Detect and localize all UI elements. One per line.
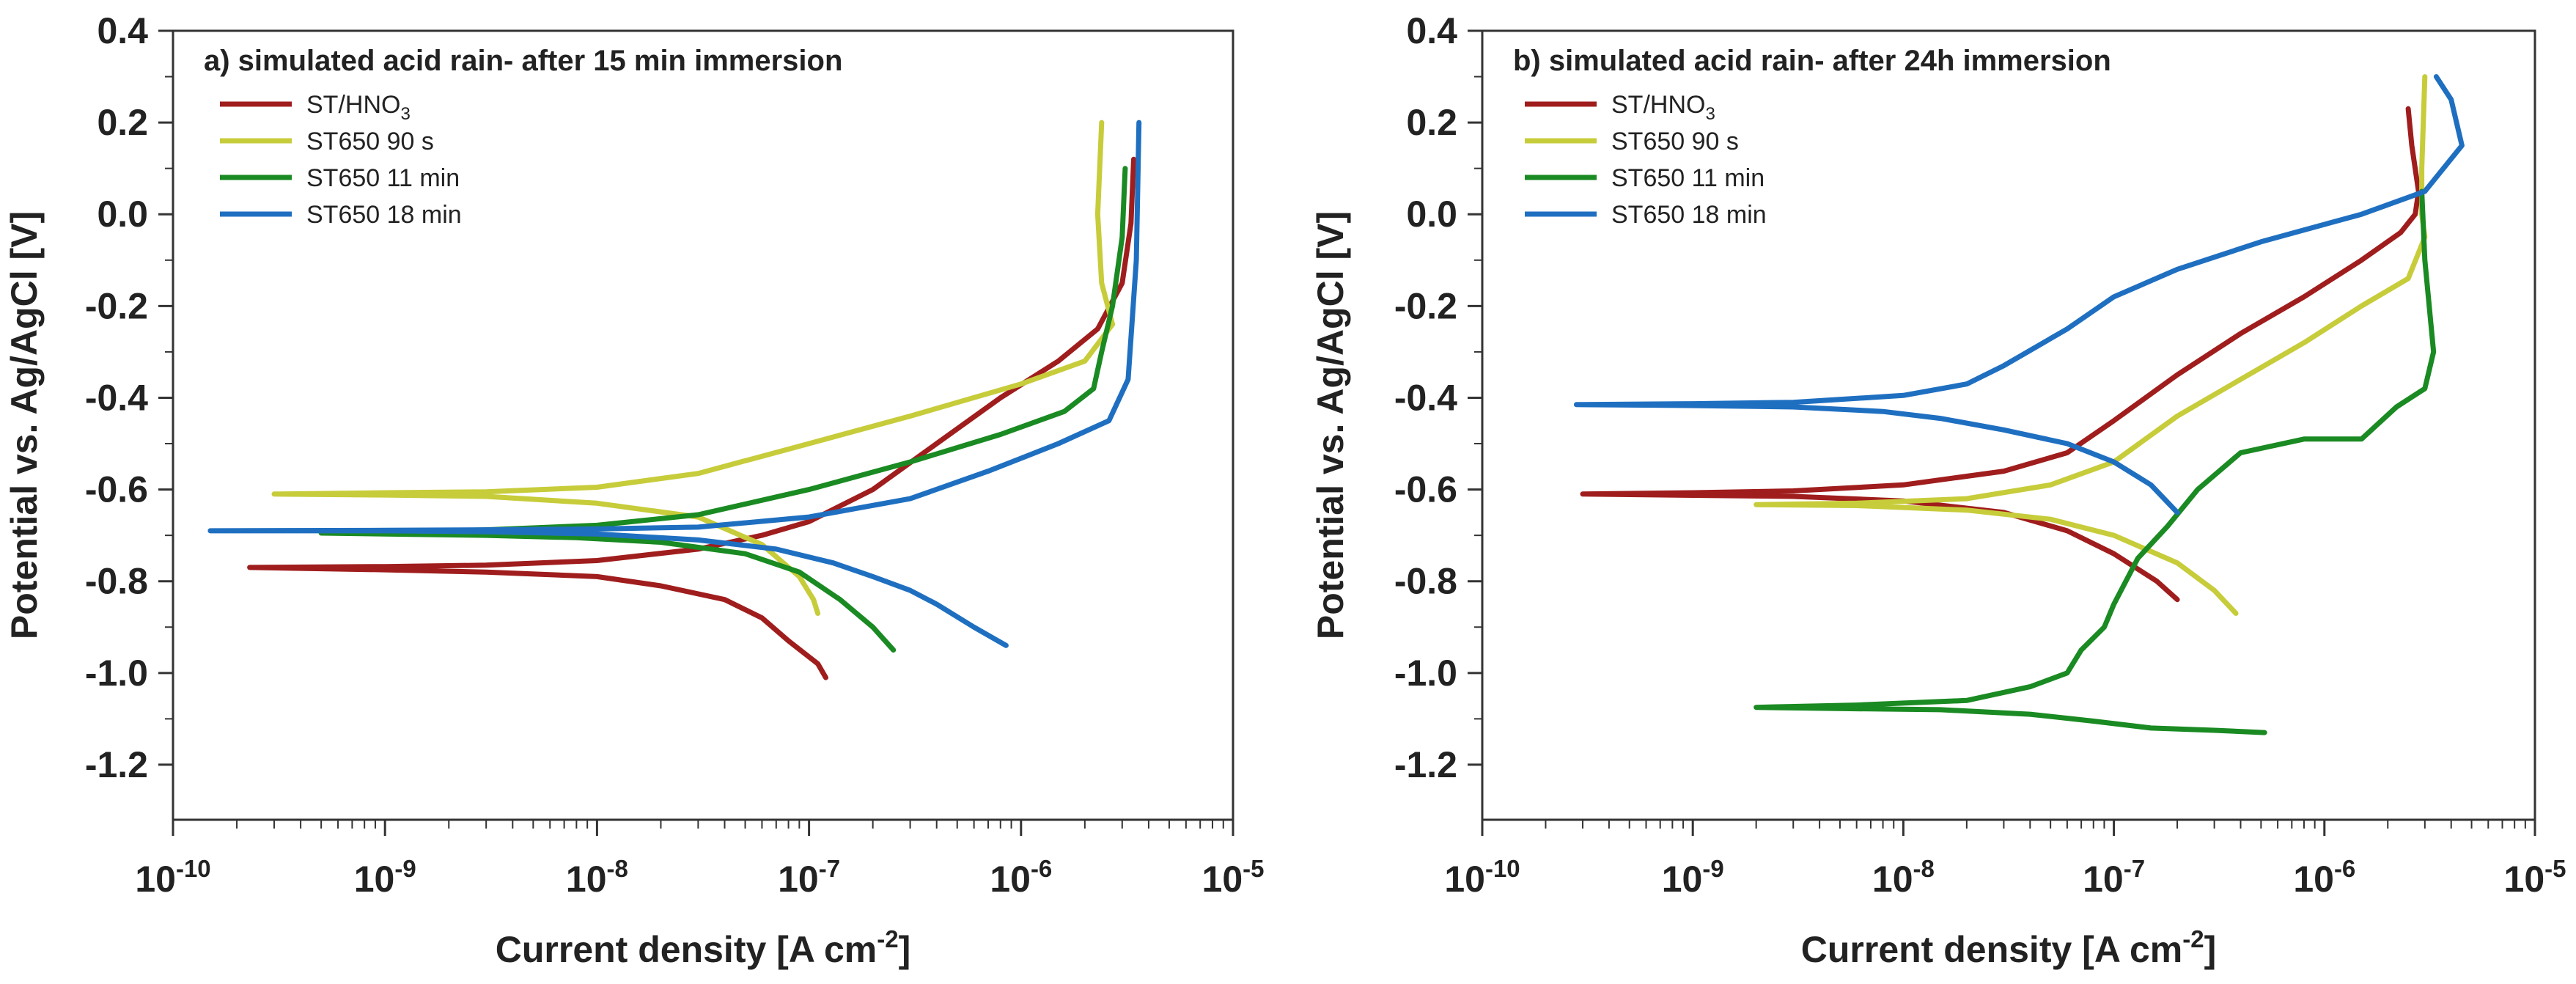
legend-label: ST650 11 min: [1611, 164, 1764, 192]
series-line-2: [1753, 74, 2428, 616]
panel-title: a) simulated acid rain- after 15 min imm…: [204, 45, 842, 77]
y-tick-label: -0.4: [1394, 377, 1457, 418]
x-axis-title: Current density [A cm-2]: [1801, 925, 2216, 970]
y-tick-label: 0.4: [97, 10, 148, 51]
legend-label: ST/HNO3: [1611, 91, 1715, 124]
x-axis-title: Current density [A cm-2]: [496, 925, 910, 970]
y-tick-label: 0.0: [97, 194, 148, 235]
legend-label: ST650 18 min: [306, 201, 462, 229]
legend-label: ST/HNO3: [306, 91, 411, 124]
x-tick-label: 10-9: [1662, 855, 1724, 900]
x-tick-label: 10-10: [135, 855, 210, 900]
legend-label: ST650 90 s: [1611, 128, 1739, 155]
series-line-1: [247, 156, 1136, 680]
x-tick-label: 10-6: [990, 855, 1052, 900]
legend-label: ST650 18 min: [1611, 201, 1767, 229]
y-tick-label: -0.4: [85, 377, 148, 418]
x-tick-label: 10-5: [1202, 855, 1265, 900]
x-tick-label: 10-5: [2504, 855, 2566, 900]
legend-label: ST650 11 min: [306, 164, 460, 192]
y-tick-label: -0.6: [85, 469, 148, 510]
y-tick-label: -0.6: [1394, 469, 1457, 510]
y-tick-label: 0.2: [1406, 102, 1457, 143]
y-axis-title: Potential vs. Ag/AgCl [V]: [4, 211, 45, 639]
x-tick-label: 10-9: [354, 855, 416, 900]
y-axis-title: Potential vs. Ag/AgCl [V]: [1310, 211, 1351, 639]
series-line-3: [318, 166, 1128, 653]
y-tick-label: -0.8: [1394, 561, 1457, 602]
series-line-3: [1753, 188, 2437, 735]
y-tick-label: 0.2: [97, 102, 148, 143]
panel-b: 10-10 10-9 10-8 10-7 10-6 10-5 0.4 0.2 0.0 -0.2 -0…: [1310, 10, 2566, 970]
y-tick-label: -1.0: [1394, 653, 1457, 694]
x-tick-label: 10-10: [1444, 855, 1520, 900]
y-tick-label: -0.2: [85, 285, 148, 326]
y-tick-label: -0.8: [85, 561, 148, 602]
panel-a: 10-10 10-9 10-8 10-7 10-6 10-5 0.4 0.2 0.0 -0.2 -0…: [4, 10, 1264, 970]
series-line-4: [1573, 74, 2465, 515]
y-tick-label: 0.4: [1406, 10, 1457, 51]
series-line-4: [207, 120, 1142, 648]
panel-title: b) simulated acid rain- after 24h immers…: [1513, 45, 2111, 77]
x-tick-label: 10-7: [778, 855, 840, 900]
x-tick-label: 10-6: [2293, 855, 2355, 900]
y-tick-label: -1.2: [85, 744, 148, 785]
legend-label: ST650 90 s: [306, 128, 434, 155]
y-tick-label: 0.0: [1406, 194, 1457, 235]
y-tick-label: -0.2: [1394, 285, 1457, 326]
x-tick-label: 10-8: [566, 855, 628, 900]
plot-frame: [1481, 29, 2536, 821]
x-tick-label: 10-7: [2083, 855, 2145, 900]
y-tick-label: -1.2: [1394, 744, 1457, 785]
x-tick-label: 10-8: [1872, 855, 1935, 900]
y-tick-label: -1.0: [85, 653, 148, 694]
plot-frame: [172, 29, 1234, 821]
